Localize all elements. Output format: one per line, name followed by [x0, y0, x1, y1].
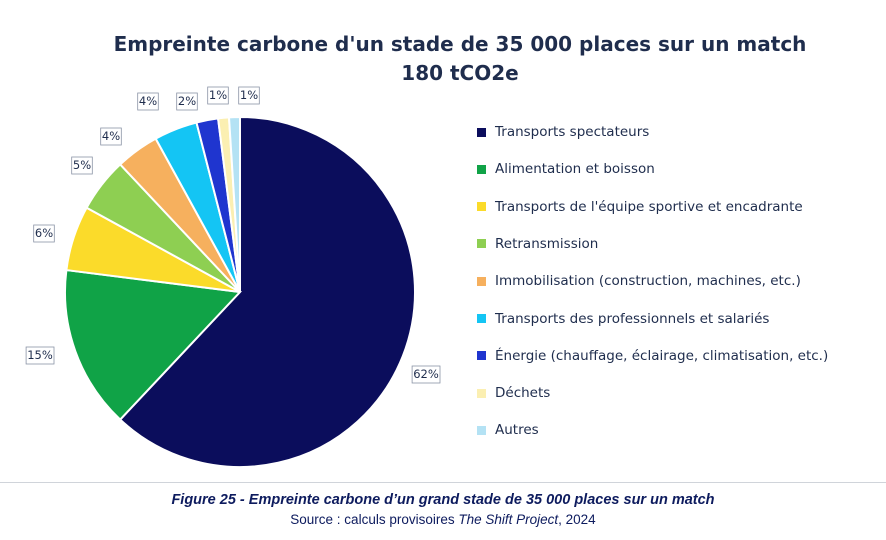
legend-label: Énergie (chauffage, éclairage, climatisa… [495, 347, 829, 364]
legend-item: Immobilisation (construction, machines, … [477, 270, 801, 292]
source-name: The Shift Project [458, 512, 559, 527]
chart-subtitle: 180 tCO2e [401, 61, 519, 85]
data-label-text: 2% [178, 94, 196, 108]
figure-source: Source : calculs provisoires The Shift P… [0, 510, 886, 530]
data-label-text: 15% [27, 348, 53, 362]
legend-label: Transports de l'équipe sportive et encad… [495, 198, 803, 215]
pie-svg: 62% 15% 6% 5% 4% 4% 2% 1% 1% [25, 86, 441, 468]
data-label-box [411, 365, 441, 384]
legend-item: Autres [477, 419, 539, 441]
data-label-box [100, 127, 122, 146]
pie-slice [227, 115, 241, 293]
legend-swatch [477, 276, 486, 286]
data-label: 15% [25, 346, 55, 365]
data-label-box [33, 224, 55, 243]
data-label: 4% [100, 127, 122, 146]
legend-swatch [477, 164, 486, 174]
caption-divider [0, 482, 886, 483]
legend-item: Retransmission [477, 233, 598, 255]
data-label: 5% [71, 156, 93, 175]
legend-swatch [477, 127, 486, 137]
data-label: 6% [33, 224, 55, 243]
data-label-text: 5% [73, 158, 91, 172]
data-label: 2% [176, 92, 198, 111]
legend-swatch [477, 425, 486, 435]
pie-chart: Empreinte carbone d'un stade de 35 000 p… [0, 30, 886, 468]
data-label-box [238, 86, 260, 105]
source-prefix: Source : calculs provisoires [290, 512, 459, 527]
legend-swatch [477, 388, 486, 398]
legend-item: Énergie (chauffage, éclairage, climatisa… [477, 345, 828, 367]
source-suffix: , 2024 [558, 512, 596, 527]
data-label-text: 1% [240, 88, 258, 102]
legend-label: Immobilisation (construction, machines, … [495, 273, 801, 290]
data-label: 62% [411, 365, 441, 384]
pie-slice [64, 268, 243, 421]
legend-label: Transports spectateurs [495, 124, 650, 140]
legend-label: Déchets [495, 385, 551, 402]
data-label: 1% [207, 86, 229, 105]
chart-title: Empreinte carbone d'un stade de 35 000 p… [113, 32, 807, 56]
legend-swatch [477, 239, 486, 249]
legend-label: Alimentation et boisson [495, 161, 655, 178]
data-label-text: 62% [413, 367, 439, 381]
data-label: 4% [137, 92, 159, 111]
legend-swatch [477, 202, 486, 212]
legend-swatch [477, 314, 486, 323]
legend-label: Transports des professionnels et salarié… [495, 310, 770, 327]
data-label-text: 4% [102, 129, 120, 143]
data-label-box [207, 86, 229, 105]
legend-label: Retransmission [495, 235, 599, 252]
data-label-box [176, 92, 198, 111]
legend-item: Transports de l'équipe sportive et encad… [477, 196, 803, 218]
data-label-box [137, 92, 159, 111]
legend-item: Transports spectateurs [477, 121, 649, 143]
legend-item: Déchets [477, 382, 550, 404]
legend-label: Autres [495, 422, 539, 439]
data-label-box [71, 156, 93, 175]
data-label: 1% [238, 86, 260, 105]
pie-slice [118, 115, 416, 468]
legend-swatch [477, 351, 486, 361]
data-label-box [25, 346, 55, 365]
legend-item: Alimentation et boisson [477, 158, 655, 180]
data-label-text: 1% [209, 88, 227, 102]
data-label-text: 4% [139, 94, 157, 108]
figure-caption: Figure 25 - Empreinte carbone d’un grand… [0, 490, 886, 530]
legend-item: Transports des professionnels et salarié… [477, 308, 769, 330]
figure-title: Figure 25 - Empreinte carbone d’un grand… [171, 492, 715, 508]
data-label-text: 6% [35, 226, 53, 240]
chart-title-block: Empreinte carbone d'un stade de 35 000 p… [0, 30, 886, 88]
